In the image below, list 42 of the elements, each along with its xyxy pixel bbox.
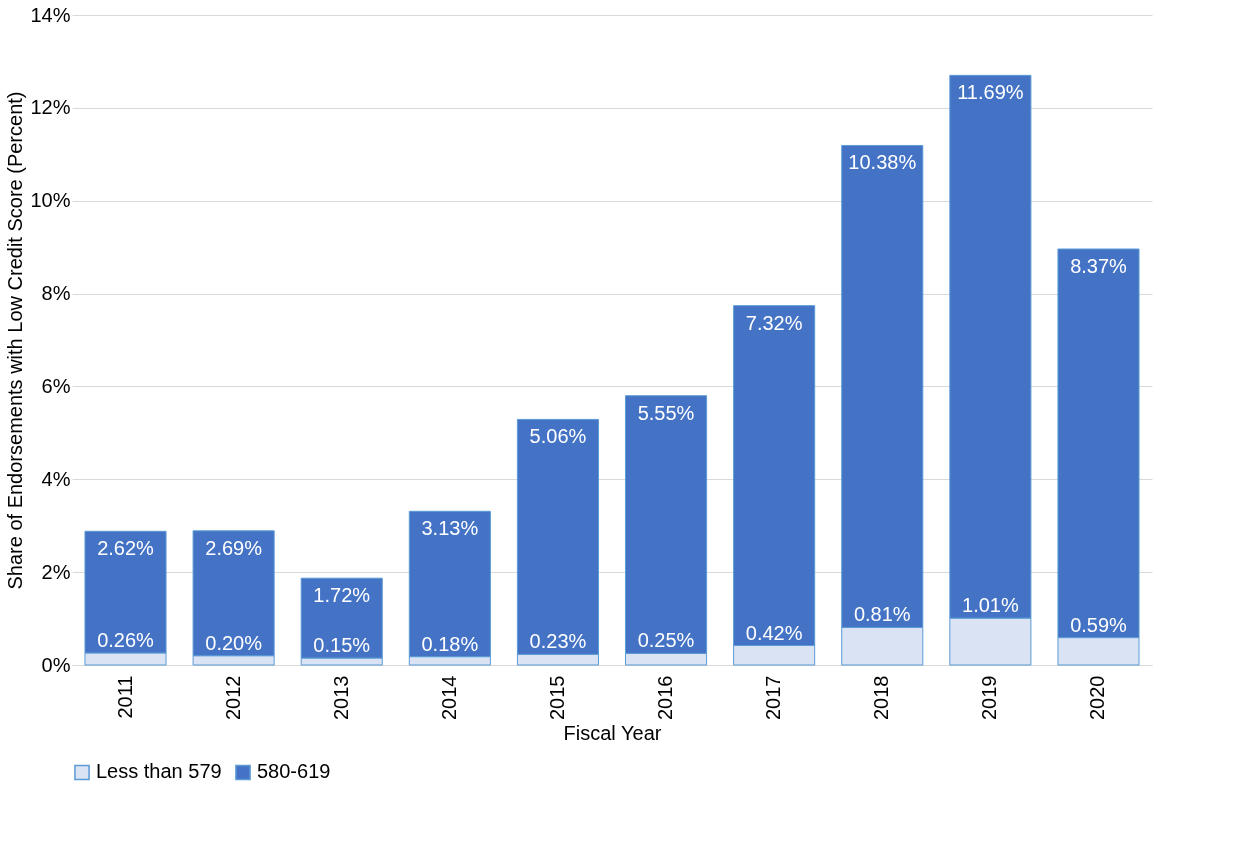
y-tick-label: 0% xyxy=(41,653,71,676)
data-label: 1.01% xyxy=(962,594,1019,617)
data-label: 3.13% xyxy=(421,517,479,540)
y-axis-title: Share of Endorsements with Low Credit Score (Percent) xyxy=(4,91,27,590)
x-tick-label: 2020 xyxy=(1086,675,1109,720)
x-tick-label: 2015 xyxy=(545,675,568,720)
x-tick-label: 2011 xyxy=(113,675,136,719)
data-label: 2.69% xyxy=(205,536,263,559)
legend-label: 580-619 xyxy=(257,760,331,783)
data-label: 0.20% xyxy=(205,631,263,654)
data-label: 0.26% xyxy=(97,628,155,651)
data-label: 0.81% xyxy=(853,603,911,626)
data-label: 0.18% xyxy=(421,632,479,655)
data-label: 0.59% xyxy=(1070,613,1128,636)
y-tick-label: 12% xyxy=(30,96,71,119)
x-axis-title: Fiscal Year xyxy=(563,721,662,744)
data-label: 5.55% xyxy=(637,401,695,424)
data-label: 10.38% xyxy=(848,151,917,174)
x-tick-label: 2019 xyxy=(978,675,1001,720)
data-label: 0.42% xyxy=(745,621,803,644)
data-label: 7.32% xyxy=(745,311,803,334)
x-tick-label: 2013 xyxy=(329,675,352,720)
y-tick-label: 10% xyxy=(30,189,71,212)
data-label: 5.06% xyxy=(529,425,587,448)
data-label: 2.62% xyxy=(97,537,155,560)
data-label: 1.72% xyxy=(313,584,371,607)
y-tick-label: 8% xyxy=(41,282,71,305)
y-tick-label: 6% xyxy=(41,374,71,397)
x-tick-label: 2014 xyxy=(437,675,460,720)
data-label: 8.37% xyxy=(1070,255,1128,277)
y-tick-label: 4% xyxy=(41,467,71,490)
data-label: 11.69% xyxy=(957,81,1024,104)
y-tick-label: 2% xyxy=(41,560,71,583)
x-tick-label: 2012 xyxy=(221,675,244,720)
y-tick-label: 14% xyxy=(30,3,71,26)
data-label: 0.25% xyxy=(637,629,695,652)
x-tick-label: 2018 xyxy=(870,675,893,720)
legend-label: Less than 579 xyxy=(96,760,222,783)
data-label: 0.15% xyxy=(313,634,371,657)
x-tick-label: 2016 xyxy=(654,675,677,720)
data-label: 0.23% xyxy=(529,630,587,653)
x-tick-label: 2017 xyxy=(762,675,785,720)
